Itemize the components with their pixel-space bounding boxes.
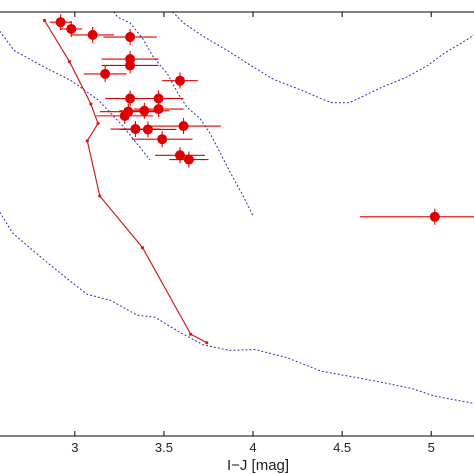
data-point-10 [133, 90, 184, 107]
data-marker [139, 105, 150, 116]
contour-line-2 [0, 212, 474, 404]
model-track [42, 18, 209, 345]
x-tick-label: 3.5 [155, 440, 173, 455]
model-track-node [189, 332, 193, 336]
data-marker [142, 124, 153, 135]
data-point-7 [83, 65, 127, 82]
data-marker [429, 211, 440, 222]
data-point-18 [131, 131, 193, 148]
data-point-3 [71, 26, 115, 43]
model-track-node [205, 341, 209, 345]
data-point-12 [133, 101, 184, 118]
data-marker [119, 110, 130, 121]
data-point-21 [359, 208, 474, 225]
contour-lines [0, 11, 474, 404]
model-track-node [140, 246, 145, 250]
x-axis-label: I−J [mag] [227, 457, 289, 474]
model-track-node [67, 60, 72, 64]
data-marker [100, 68, 111, 79]
model-track-node [42, 18, 47, 23]
data-point-6 [101, 57, 159, 74]
contour-line-1 [0, 30, 151, 161]
data-point-20 [169, 151, 209, 168]
data-point-14 [96, 107, 154, 124]
x-tick-label: 3 [71, 440, 78, 455]
data-marker [174, 150, 185, 161]
contour-line-3 [172, 11, 474, 104]
model-track-node [98, 194, 102, 198]
data-marker [183, 154, 194, 165]
data-point-8 [162, 72, 198, 89]
data-marker [125, 32, 136, 43]
data-marker [66, 23, 77, 34]
data-marker [153, 93, 164, 104]
observation-points [49, 14, 474, 225]
data-point-1 [49, 14, 72, 31]
data-marker [87, 29, 98, 40]
model-track-node [96, 121, 100, 126]
axes: 3 3.5 4 4.5 5 [0, 11, 474, 455]
data-marker [153, 104, 164, 115]
model-track-line [43, 20, 207, 344]
x-tick-label: 4 [249, 440, 256, 455]
model-track-node [89, 102, 93, 106]
data-marker [174, 75, 185, 86]
data-point-16 [146, 118, 221, 135]
data-point-17 [119, 121, 177, 138]
model-track-node [85, 139, 89, 143]
x-tick-label: 4.5 [333, 440, 351, 455]
contour-line-4 [113, 11, 254, 217]
data-marker [125, 93, 136, 104]
data-marker [55, 17, 66, 28]
data-marker [178, 121, 189, 132]
data-point-2 [60, 20, 82, 37]
data-point-4 [103, 29, 157, 46]
x-tick-label: 5 [428, 440, 435, 455]
data-point-19 [155, 147, 205, 164]
data-marker [157, 134, 168, 145]
data-marker [125, 60, 136, 71]
